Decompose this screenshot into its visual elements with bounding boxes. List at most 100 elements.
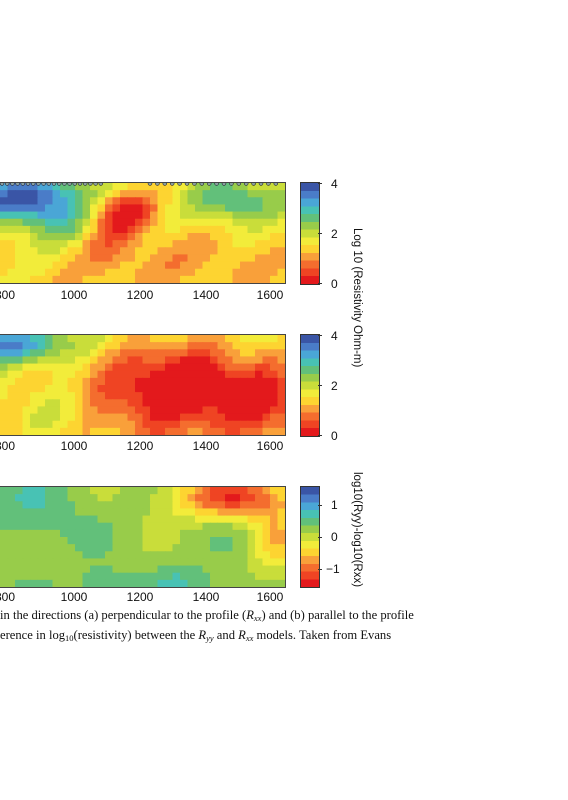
map-cell: [172, 197, 181, 206]
map-cell: [262, 225, 271, 234]
map-cell: [232, 218, 241, 227]
map-cell: [60, 385, 69, 393]
map-cell: [262, 529, 271, 538]
map-cell: [82, 551, 91, 560]
map-cell: [67, 565, 76, 574]
map-cell: [202, 572, 211, 581]
map-cell: [232, 529, 241, 538]
map-cell: [30, 261, 39, 270]
map-cell: [142, 233, 151, 241]
map-cell: [105, 537, 114, 545]
map-cell: [120, 565, 129, 574]
map-cell: [37, 399, 46, 408]
map-cell: [52, 247, 61, 256]
map-cell: [142, 342, 151, 350]
map-cell: [112, 349, 121, 358]
map-cell: [120, 420, 129, 429]
map-cell: [30, 544, 39, 552]
map-cell: [172, 240, 181, 248]
map-cell: [45, 508, 54, 517]
panel-c-plot: [0, 486, 286, 588]
map-cell: [30, 197, 39, 206]
map-cell: [52, 413, 61, 422]
map-cell: [247, 501, 256, 510]
map-cell: [225, 501, 234, 510]
map-cell: [97, 233, 106, 241]
map-cell: [15, 261, 24, 270]
map-cell: [217, 349, 226, 358]
map-cell: [112, 406, 121, 415]
map-cell: [157, 204, 166, 213]
map-cell: [105, 363, 114, 372]
map-cell: [75, 551, 84, 560]
map-cell: [90, 363, 99, 372]
map-cell: [195, 515, 204, 524]
map-cell: [262, 413, 271, 422]
map-cell: [150, 529, 159, 538]
map-cell: [112, 240, 121, 248]
map-cell: [127, 413, 136, 422]
map-cell: [270, 197, 279, 206]
map-cell: [0, 537, 9, 545]
station-marker: [51, 183, 57, 186]
map-cell: [97, 544, 106, 552]
map-cell: [45, 225, 54, 234]
map-cell: [15, 494, 24, 502]
map-cell: [97, 240, 106, 248]
caption-line-2: erence in log10(resistivity) between the…: [0, 628, 392, 643]
map-cell: [157, 197, 166, 206]
map-cell: [90, 335, 99, 343]
map-cell: [270, 233, 279, 241]
map-cell: [67, 551, 76, 560]
map-cell: [30, 427, 39, 435]
map-cell: [15, 254, 24, 263]
map-cell: [97, 254, 106, 263]
map-cell: [277, 385, 285, 393]
map-cell: [180, 487, 189, 495]
map-cell: [262, 392, 271, 400]
map-cell: [22, 356, 31, 365]
map-cell: [157, 501, 166, 510]
map-cell: [172, 335, 181, 343]
map-cell: [120, 392, 129, 400]
map-cell: [37, 551, 46, 560]
map-cell: [60, 275, 69, 283]
map-cell: [247, 558, 256, 567]
map-cell: [82, 529, 91, 538]
map-cell: [15, 190, 24, 198]
map-cell: [255, 406, 264, 415]
map-cell: [270, 275, 279, 283]
map-cell: [157, 370, 166, 379]
map-cell: [105, 197, 114, 206]
map-cell: [150, 183, 159, 191]
map-cell: [217, 183, 226, 191]
map-cell: [142, 558, 151, 567]
map-cell: [75, 579, 84, 587]
map-cell: [217, 211, 226, 220]
map-cell: [262, 261, 271, 270]
map-cell: [37, 275, 46, 283]
map-cell: [277, 349, 285, 358]
map-cell: [105, 551, 114, 560]
map-cell: [180, 558, 189, 567]
map-cell: [127, 349, 136, 358]
map-cell: [232, 377, 241, 386]
map-cell: [135, 522, 144, 531]
map-cell: [225, 420, 234, 429]
map-cell: [195, 501, 204, 510]
map-cell: [210, 218, 219, 227]
map-cell: [52, 268, 61, 277]
map-cell: [120, 190, 129, 198]
map-cell: [52, 392, 61, 400]
map-cell: [247, 579, 256, 587]
map-cell: [60, 392, 69, 400]
map-cell: [112, 261, 121, 270]
map-cell: [135, 551, 144, 560]
map-cell: [0, 254, 9, 263]
x-tick: 1000: [60, 439, 88, 453]
map-cell: [15, 349, 24, 358]
map-cell: [187, 537, 196, 545]
map-cell: [30, 211, 39, 220]
map-cell: [82, 197, 91, 206]
station-marker: [273, 183, 278, 186]
